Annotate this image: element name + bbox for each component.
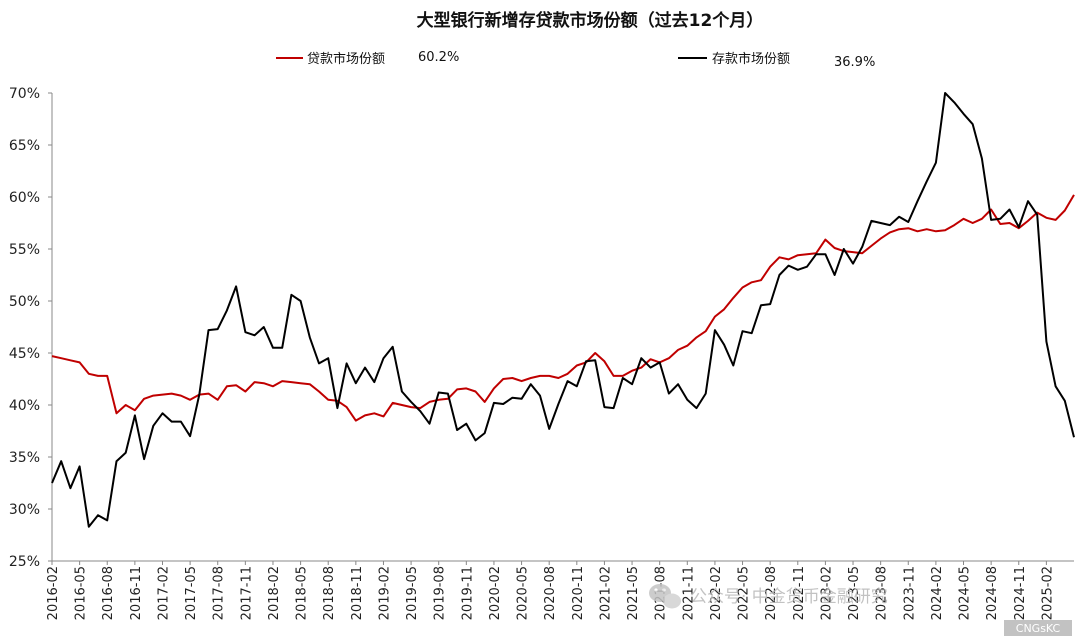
y-tick-label: 25% <box>9 554 40 570</box>
x-tick-label: 2023-08 <box>875 566 890 620</box>
series-line-loan-share <box>51 194 1075 422</box>
x-tick-label: 2022-08 <box>764 566 779 620</box>
x-tick-label: 2018-05 <box>295 566 310 620</box>
x-tick-label: 2020-05 <box>516 566 531 620</box>
x-tick-label: 2024-08 <box>985 566 1000 620</box>
x-tick-label: 2019-05 <box>405 566 420 620</box>
x-tick-label: 2016-08 <box>101 566 116 620</box>
y-tick-label: 35% <box>9 450 40 466</box>
chart-title: 大型银行新增存贷款市场份额（过去12个月） <box>417 10 764 31</box>
x-tick-label: 2022-11 <box>792 566 807 620</box>
legend-value-deposit: 36.9% <box>834 55 875 70</box>
x-tick-label: 2022-05 <box>737 566 752 620</box>
x-tick-label: 2021-05 <box>626 566 641 620</box>
x-tick-label: 2020-02 <box>488 566 503 620</box>
x-tick-label: 2016-02 <box>46 566 61 620</box>
y-tick-label: 70% <box>9 86 40 102</box>
legend-label-loan: 贷款市场份额 <box>307 51 385 67</box>
y-tick-label: 50% <box>9 294 40 310</box>
x-tick-label: 2019-08 <box>433 566 448 620</box>
series-layer <box>51 92 1075 528</box>
legend-label-deposit: 存款市场份额 <box>712 51 790 67</box>
legend-value-loan: 60.2% <box>418 50 459 65</box>
x-tick-label: 2019-02 <box>377 566 392 620</box>
y-tick-label: 60% <box>9 190 40 206</box>
watermark: 公众号· 中金货币金融研究 <box>649 584 888 609</box>
y-tick-label: 40% <box>9 398 40 414</box>
x-axis-ticks: 2016-02 2016-05 2016-08 2016-11 2017-02 2017-… <box>46 561 1055 620</box>
series-line-deposit-share <box>51 92 1075 528</box>
x-tick-label: 2025-02 <box>1040 566 1055 620</box>
x-tick-label: 2023-02 <box>819 566 834 620</box>
wechat-icon <box>649 584 681 609</box>
x-tick-label: 2016-11 <box>129 566 144 620</box>
x-tick-label: 2017-05 <box>184 566 199 620</box>
x-tick-label: 2023-05 <box>847 566 862 620</box>
y-tick-label: 55% <box>9 242 40 258</box>
watermark-text: 公众号· 中金货币金融研究 <box>690 587 888 607</box>
corner-mark-bg <box>1004 620 1072 636</box>
x-tick-label: 2021-02 <box>598 566 613 620</box>
x-tick-label: 2018-02 <box>267 566 282 620</box>
x-tick-label: 2017-02 <box>156 566 171 620</box>
x-tick-label: 2024-11 <box>1013 566 1028 620</box>
x-tick-label: 2016-05 <box>74 566 89 620</box>
x-tick-label: 2024-02 <box>930 566 945 620</box>
y-tick-label: 30% <box>9 502 40 518</box>
y-tick-label: 65% <box>9 138 40 154</box>
x-tick-label: 2021-11 <box>681 566 696 620</box>
corner-mark: CNGsKC <box>1016 622 1061 635</box>
x-tick-label: 2017-11 <box>239 566 254 620</box>
x-tick-label: 2018-11 <box>350 566 365 620</box>
x-tick-label: 2020-11 <box>571 566 586 620</box>
x-tick-label: 2018-08 <box>322 566 337 620</box>
x-tick-label: 2019-11 <box>460 566 475 620</box>
x-tick-label: 2022-02 <box>709 566 724 620</box>
x-tick-label: 2023-11 <box>902 566 917 620</box>
x-tick-label: 2017-08 <box>212 566 227 620</box>
legend: 贷款市场份额 60.2% 存款市场份额 36.9% <box>276 50 875 70</box>
x-tick-label: 2020-08 <box>543 566 558 620</box>
x-tick-label: 2024-05 <box>958 566 973 620</box>
y-tick-label: 45% <box>9 346 40 362</box>
y-axis-ticks: 70% 65% 60% 55% 50% 45% 40% 35% 30% 25% <box>9 86 52 570</box>
